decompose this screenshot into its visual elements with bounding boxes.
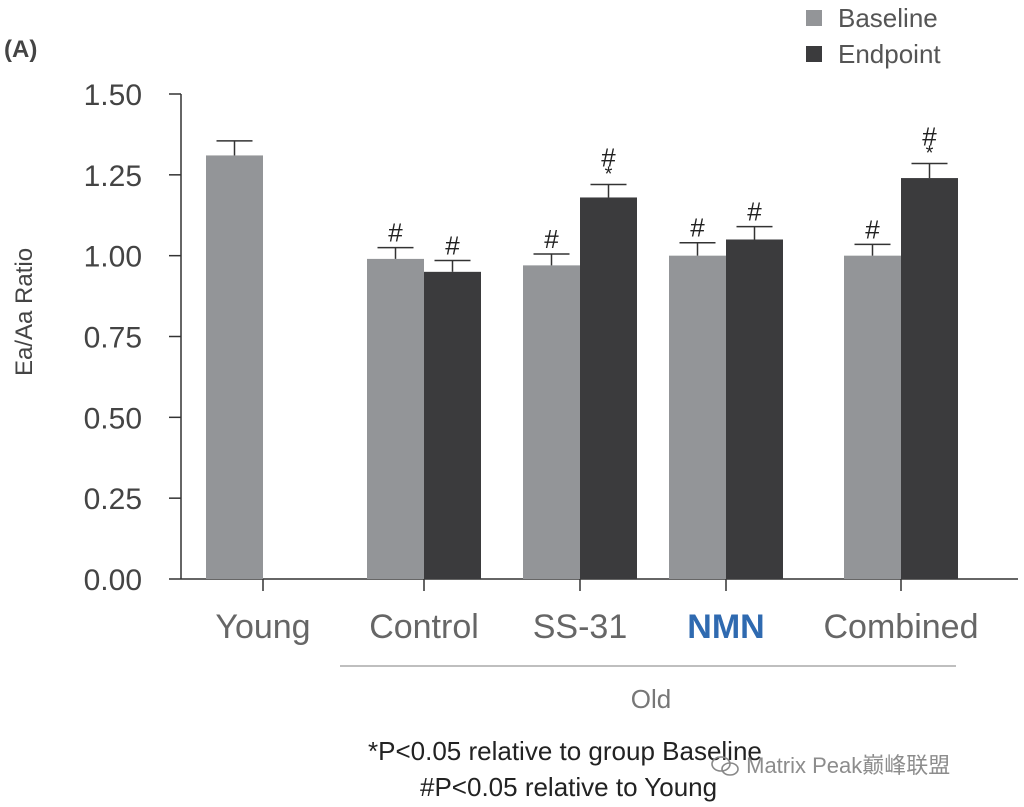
y-tick-label: 1.25 xyxy=(84,160,142,193)
y-tick-label: 0.75 xyxy=(84,322,142,355)
watermark: Matrix Peak巅峰联盟 xyxy=(710,748,950,780)
y-tick-label: 0.00 xyxy=(84,564,142,597)
bar-baseline-ss-31 xyxy=(523,265,580,579)
x-category-label-young: Young xyxy=(215,608,310,646)
annotation-star: * xyxy=(605,164,613,186)
wechat-icon xyxy=(711,756,739,776)
annotation-hash: # xyxy=(544,224,559,254)
annotation-hash: # xyxy=(922,122,937,152)
bar-endpoint-ss-31 xyxy=(580,197,637,579)
footnote-hash: #P<0.05 relative to Young xyxy=(420,772,718,802)
footnote-star: *P<0.05 relative to group Baseline xyxy=(368,736,762,766)
legend-item-baseline: Baseline xyxy=(806,0,941,36)
old-group-label: Old xyxy=(631,684,671,714)
legend-swatch-baseline xyxy=(806,10,822,26)
legend-swatch-endpoint xyxy=(806,46,822,62)
x-category-label-control: Control xyxy=(369,608,479,646)
bar-baseline-young xyxy=(206,155,263,579)
bar-endpoint-combined xyxy=(901,178,958,580)
annotation-hash: # xyxy=(747,197,762,227)
legend-label-baseline: Baseline xyxy=(838,2,938,33)
y-tick-label: 0.50 xyxy=(84,402,142,435)
watermark-text: Matrix Peak巅峰联盟 xyxy=(746,753,951,778)
x-category-label-nmn: NMN xyxy=(687,608,764,646)
y-tick-label: 1.00 xyxy=(84,241,142,274)
annotation-hash: # xyxy=(388,218,403,248)
annotation-hash: # xyxy=(445,231,460,261)
bar-baseline-control xyxy=(367,258,424,579)
bar-baseline-combined xyxy=(844,255,901,579)
annotation-hash: # xyxy=(601,143,616,173)
y-tick-label: 0.25 xyxy=(84,483,142,516)
annotation-star: * xyxy=(926,143,934,165)
legend-label-endpoint: Endpoint xyxy=(838,38,941,69)
bar-endpoint-control xyxy=(424,271,481,579)
annotation-hash: # xyxy=(865,214,880,244)
y-axis-label: Ea/Aa Ratio xyxy=(11,248,38,376)
y-tick-label: 1.50 xyxy=(84,79,142,112)
legend-item-endpoint: Endpoint xyxy=(806,36,941,72)
bar-baseline-nmn xyxy=(669,255,726,579)
x-category-label-combined: Combined xyxy=(824,608,979,646)
x-category-label-ss-31: SS-31 xyxy=(533,608,628,646)
bar-endpoint-nmn xyxy=(726,239,783,579)
legend: Baseline Endpoint xyxy=(806,0,941,72)
panel-label: (A) xyxy=(4,36,38,63)
annotation-hash: # xyxy=(690,213,705,243)
